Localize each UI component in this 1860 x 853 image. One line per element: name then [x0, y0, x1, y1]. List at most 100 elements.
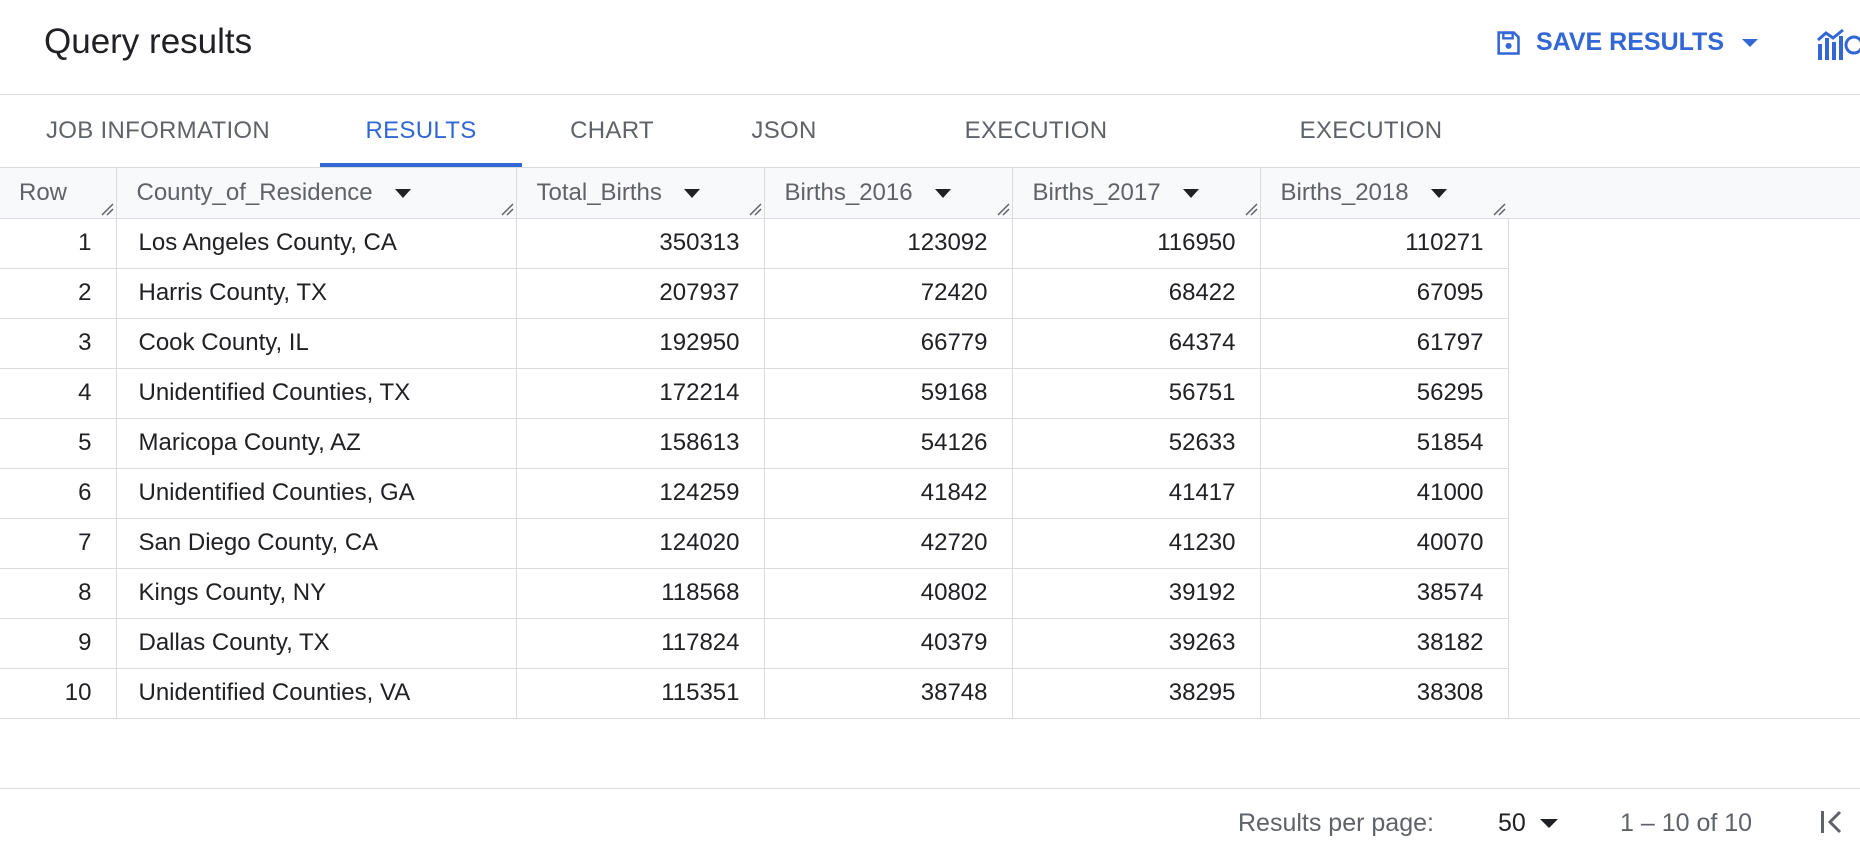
cell-county: Dallas County, TX — [116, 618, 517, 669]
cell-county: Unidentified Counties, TX — [116, 368, 517, 419]
results-per-page-select[interactable]: 50 — [1498, 809, 1558, 838]
cell-county: Unidentified Counties, GA — [116, 468, 517, 519]
column-header-births-2017[interactable]: Births_2017 — [1012, 168, 1261, 219]
cell-births-2017: 116950 — [1012, 218, 1261, 269]
cell-births-2016: 123092 — [764, 218, 1013, 269]
cell-births-2018: 51854 — [1260, 418, 1509, 469]
table-row: 7 San Diego County, CA 124020 42720 41230 400… — [0, 518, 1509, 569]
cell-births-2017: 68422 — [1012, 268, 1261, 319]
cell-births-2017: 64374 — [1012, 318, 1261, 369]
results-per-page-label: Results per page: — [1238, 809, 1434, 837]
resize-handle-icon[interactable] — [996, 202, 1010, 216]
cell-total-births: 207937 — [516, 268, 765, 319]
cell-births-2018: 61797 — [1260, 318, 1509, 369]
cell-total-births: 158613 — [516, 418, 765, 469]
table-header-row: Row County_of_Residence Total_Births Bir… — [0, 168, 1509, 219]
sort-caret-icon[interactable] — [1430, 188, 1447, 198]
cell-births-2016: 54126 — [764, 418, 1013, 469]
cell-births-2017: 39192 — [1012, 568, 1261, 619]
cell-births-2016: 42720 — [764, 518, 1013, 569]
first-page-icon[interactable] — [1818, 807, 1848, 837]
cell-row-number: 2 — [0, 268, 117, 319]
results-table: Row County_of_Residence Total_Births Bir… — [0, 168, 1509, 719]
column-header-county[interactable]: County_of_Residence — [116, 168, 517, 219]
cell-county: Maricopa County, AZ — [116, 418, 517, 469]
resize-handle-icon[interactable] — [100, 202, 114, 216]
cell-births-2018: 110271 — [1260, 218, 1509, 269]
table-row: 9 Dallas County, TX 117824 40379 39263 38182 — [0, 618, 1509, 669]
table-row: 1 Los Angeles County, CA 350313 123092 11695… — [0, 218, 1509, 269]
cell-row-number: 6 — [0, 468, 117, 519]
page-title: Query results — [44, 22, 253, 61]
cell-births-2017: 39263 — [1012, 618, 1261, 669]
table-row: 3 Cook County, IL 192950 66779 64374 61797 — [0, 318, 1509, 369]
cell-births-2018: 40070 — [1260, 518, 1509, 569]
tab-results[interactable]: RESULTS — [320, 95, 522, 167]
save-results-label: SAVE RESULTS — [1536, 28, 1724, 56]
table-row: 6 Unidentified Counties, GA 124259 41842 414… — [0, 468, 1509, 519]
cell-births-2017: 52633 — [1012, 418, 1261, 469]
tab-execution-details[interactable]: EXECUTION DETAILS — [964, 117, 1108, 216]
cell-births-2016: 38748 — [764, 668, 1013, 719]
cell-total-births: 124020 — [516, 518, 765, 569]
cell-births-2016: 59168 — [764, 368, 1013, 419]
tab-job-information[interactable]: JOB INFORMATION — [45, 117, 271, 144]
table-row: 2 Harris County, TX 207937 72420 68422 67095 — [0, 268, 1509, 319]
tab-execution-graph[interactable]: EXECUTION GRAPH — [1299, 117, 1443, 216]
column-header-births-2018[interactable]: Births_2018 — [1260, 168, 1509, 219]
sort-caret-icon[interactable] — [934, 188, 951, 198]
chart-icon[interactable] — [1816, 28, 1860, 62]
results-per-page-value: 50 — [1498, 809, 1526, 837]
sort-caret-icon[interactable] — [1182, 188, 1199, 198]
cell-county: Cook County, IL — [116, 318, 517, 369]
cell-total-births: 172214 — [516, 368, 765, 419]
cell-total-births: 115351 — [516, 668, 765, 719]
cell-births-2018: 67095 — [1260, 268, 1509, 319]
cell-row-number: 7 — [0, 518, 117, 569]
table-header-filler — [1508, 168, 1860, 219]
table-row: 5 Maricopa County, AZ 158613 54126 52633 5185… — [0, 418, 1509, 469]
save-results-button[interactable]: SAVE RESULTS — [1494, 28, 1758, 57]
cell-total-births: 118568 — [516, 568, 765, 619]
column-header-total-births[interactable]: Total_Births — [516, 168, 765, 219]
results-header: Query results SAVE RESULTS — [0, 0, 1860, 95]
pagination-footer: Results per page: 50 1 – 10 of 10 — [0, 788, 1860, 853]
cell-county: Kings County, NY — [116, 568, 517, 619]
sort-caret-icon[interactable] — [683, 188, 700, 198]
table-row: 10 Unidentified Counties, VA 115351 38748 38… — [0, 668, 1509, 719]
cell-total-births: 117824 — [516, 618, 765, 669]
cell-row-number: 10 — [0, 668, 117, 719]
table-row: 8 Kings County, NY 118568 40802 39192 38574 — [0, 568, 1509, 619]
cell-row-number: 4 — [0, 368, 117, 419]
cell-county: San Diego County, CA — [116, 518, 517, 569]
cell-births-2016: 72420 — [764, 268, 1013, 319]
cell-county: Unidentified Counties, VA — [116, 668, 517, 719]
cell-births-2018: 56295 — [1260, 368, 1509, 419]
cell-births-2018: 38182 — [1260, 618, 1509, 669]
cell-total-births: 192950 — [516, 318, 765, 369]
cell-births-2018: 38308 — [1260, 668, 1509, 719]
pagination-range: 1 – 10 of 10 — [1620, 809, 1753, 837]
cell-births-2016: 40379 — [764, 618, 1013, 669]
table-row: 4 Unidentified Counties, TX 172214 59168 567… — [0, 368, 1509, 419]
cell-births-2018: 38574 — [1260, 568, 1509, 619]
cell-births-2017: 41230 — [1012, 518, 1261, 569]
cell-total-births: 124259 — [516, 468, 765, 519]
cell-total-births: 350313 — [516, 218, 765, 269]
resize-handle-icon[interactable] — [748, 202, 762, 216]
sort-caret-icon[interactable] — [394, 188, 411, 198]
cell-births-2016: 41842 — [764, 468, 1013, 519]
cell-row-number: 3 — [0, 318, 117, 369]
resize-handle-icon[interactable] — [1492, 202, 1506, 216]
tab-chart[interactable]: CHART — [570, 117, 654, 144]
cell-births-2018: 41000 — [1260, 468, 1509, 519]
cell-births-2016: 40802 — [764, 568, 1013, 619]
cell-row-number: 9 — [0, 618, 117, 669]
cell-births-2017: 41417 — [1012, 468, 1261, 519]
resize-handle-icon[interactable] — [1244, 202, 1258, 216]
tab-json[interactable]: JSON — [751, 117, 817, 144]
cell-births-2016: 66779 — [764, 318, 1013, 369]
column-header-births-2016[interactable]: Births_2016 — [764, 168, 1013, 219]
chevron-down-icon — [1539, 819, 1558, 828]
resize-handle-icon[interactable] — [500, 202, 514, 216]
